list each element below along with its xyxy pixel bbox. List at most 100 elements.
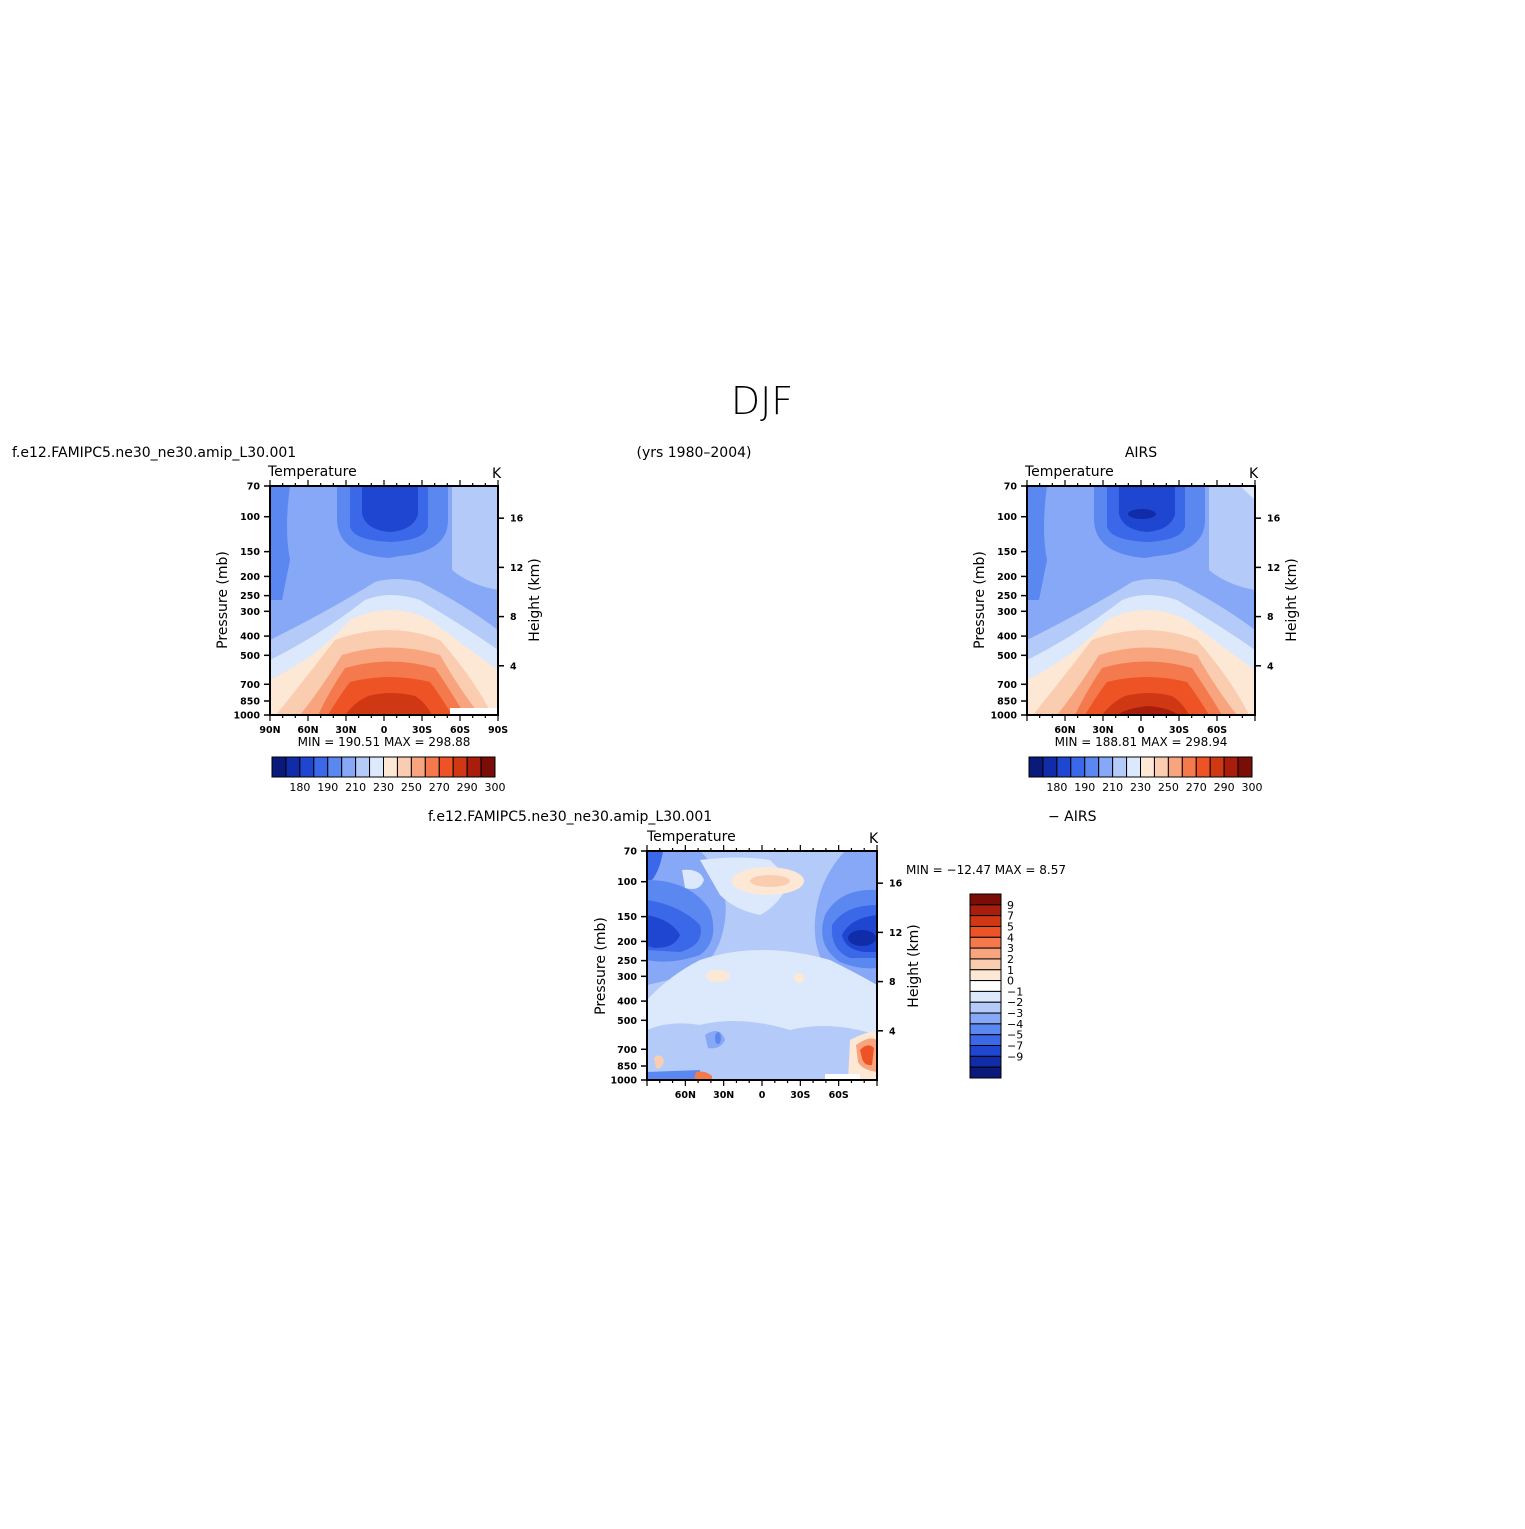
colorbar-swatch [452,756,468,778]
pressure-tick-label: 400 [617,997,637,1008]
height-tick-label: 16 [889,879,903,890]
diff-min-max: MIN = −12.47 MAX = 8.57 [906,863,1066,877]
pressure-tick-label: 150 [240,547,260,558]
colorbar-swatch [1223,756,1239,778]
colorbar-swatch [969,947,1002,960]
pressure-tick-label: 850 [240,697,260,708]
colorbar-swatch [424,756,440,778]
colorbar-swatch [313,756,329,778]
colorbar-swatch [271,756,287,778]
pressure-tick-label: 500 [240,651,260,662]
height-tick-label: 4 [889,1026,896,1037]
pressure-tick-label: 200 [240,572,260,583]
colorbar-swatch [969,1034,1002,1047]
pressure-tick-label: 400 [997,632,1017,643]
contour-band [682,869,704,889]
contour-band [362,486,418,532]
colorbar-swatch [1126,756,1141,778]
model-units-label: K [492,466,502,482]
diff-obs-name: − AIRS [1048,809,1097,825]
height-tick-label: 4 [510,661,517,672]
pressure-tick-label: 100 [240,512,260,523]
height-tick-label: 12 [889,928,902,939]
colorbar-label: 190 [317,781,338,794]
colorbar-label: −2 [1007,996,1023,1009]
colorbar-label: −4 [1007,1018,1023,1031]
colorbar-label: 290 [1214,781,1235,794]
pressure-tick-label: 250 [997,591,1017,602]
colorbar-swatch [1140,756,1155,778]
colorbar-swatch [299,756,315,778]
height-tick-label: 12 [1267,563,1280,574]
pressure-tick-label: 850 [617,1062,637,1073]
contour-band [715,1032,721,1044]
contour-band [345,693,432,715]
pressure-tick-label: 70 [624,847,638,858]
contour-band [647,1070,700,1080]
pressure-tick-label: 100 [997,512,1017,523]
colorbar-swatch [969,1066,1002,1079]
colorbar-swatch [285,756,301,778]
obs-units-label: K [1249,466,1259,482]
colorbar-swatch [969,893,1002,906]
pressure-tick-label: 300 [997,607,1017,618]
colorbar-label: 190 [1074,781,1095,794]
contour-band [1119,486,1175,532]
colorbar-label: 0 [1007,975,1014,988]
colorbar-label: 3 [1007,942,1014,955]
pressure-tick-label: 1000 [991,711,1018,722]
model-contour-field [270,486,498,715]
contour-band [1027,486,1047,600]
colorbar-label: 180 [289,781,310,794]
pressure-tick-label: 250 [617,956,637,967]
colorbar-swatch [1195,756,1211,778]
pressure-tick-label: 250 [240,591,260,602]
colorbar-swatch [410,756,426,778]
colorbar-label: 5 [1007,920,1014,933]
latitude-tick-label: 60S [1207,725,1227,736]
colorbar-swatch [466,756,482,778]
latitude-tick-label: 30S [1169,725,1189,736]
colorbar-swatch [327,756,343,778]
latitude-tick-label: 0 [759,1090,766,1101]
model-temperature-panel: Temperature K Pressure (mb) Height (km) … [215,464,543,749]
colorbar-swatch [355,756,371,778]
colorbar-label: 7 [1007,910,1014,923]
diff-y-axis-label: Pressure (mb) [593,917,609,1015]
colorbar-swatch [969,936,1002,949]
pressure-tick-label: 200 [997,572,1017,583]
pressure-tick-label: 150 [617,912,637,923]
pressure-tick-label: 150 [997,547,1017,558]
colorbar-swatch [1084,756,1100,778]
pressure-tick-label: 100 [617,877,637,888]
colorbar-label: 9 [1007,899,1014,912]
latitude-tick-label: 90N [259,725,280,736]
colorbar-swatch [1098,756,1114,778]
pressure-tick-label: 1000 [611,1076,638,1087]
contour-band [647,915,680,948]
pressure-tick-label: 200 [617,937,637,948]
colorbar-swatch [1028,756,1044,778]
colorbar-swatch [383,756,398,778]
colorbar-label: 210 [345,781,366,794]
obs-temperature-panel: Temperature K Pressure (mb) Height (km) … [972,464,1300,749]
latitude-tick-label: 60N [1054,725,1075,736]
colorbar-label: 290 [457,781,478,794]
diff-temperature-panel: Temperature K Pressure (mb) Height (km) … [593,829,1066,1101]
diff-y2-axis-label: Height (km) [906,924,922,1007]
colorbar-label: 210 [1102,781,1123,794]
colorbar-swatch [1070,756,1086,778]
contour-band [647,950,877,1035]
pressure-tick-label: 70 [247,482,261,493]
model-min-max: MIN = 190.51 MAX = 298.88 [298,735,471,749]
colorbar-swatch [969,1055,1002,1068]
contour-band [860,1045,874,1066]
latitude-tick-label: 30N [335,725,356,736]
colorbar-swatch [1181,756,1197,778]
model-colorbar: 180 190 210 230 250 270 290 300 [271,756,506,794]
contour-band [270,486,290,600]
colorbar-swatch [1112,756,1128,778]
pressure-tick-label: 300 [617,972,637,983]
missing-data-mask [450,708,498,715]
